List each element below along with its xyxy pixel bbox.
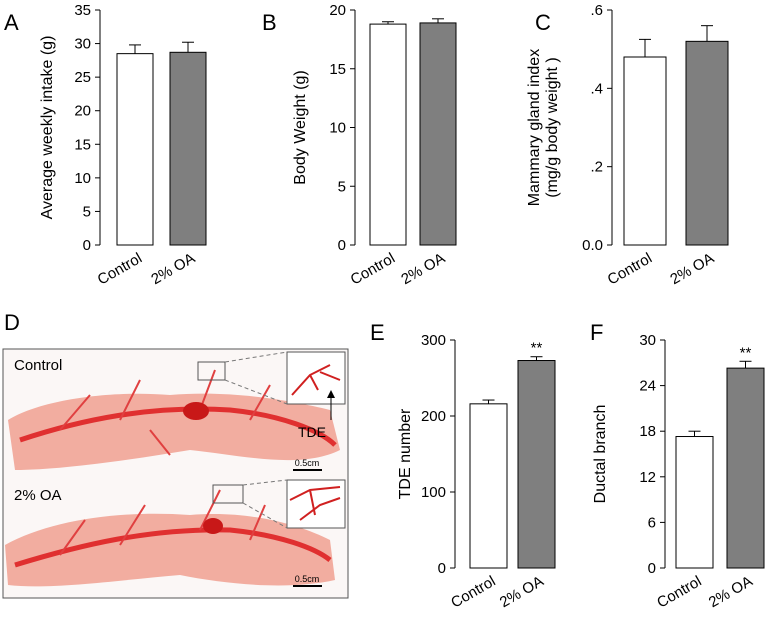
y-axis-label: (mg/g body weight )	[544, 57, 561, 198]
x-tick-label: Control	[605, 250, 655, 289]
gland-image	[5, 351, 346, 587]
y-tick-label: 200	[421, 408, 446, 425]
image-label: Control	[14, 357, 62, 374]
y-axis-label: Mammary gland index	[526, 49, 543, 206]
y-tick-label: 25	[74, 69, 91, 86]
y-tick-label: 12	[639, 469, 656, 486]
panel-letter: A	[4, 10, 19, 35]
y-tick-label: 300	[421, 332, 446, 349]
callout: TDE	[298, 424, 326, 440]
y-tick-label: .4	[590, 80, 603, 97]
y-axis-label: Ductal branch	[592, 405, 609, 504]
y-tick-label: 20	[329, 2, 346, 19]
bar	[726, 367, 765, 569]
x-tick-label: Control	[95, 250, 145, 289]
bar	[169, 51, 207, 246]
bar	[469, 403, 508, 569]
y-tick-label: 0.0	[582, 237, 603, 254]
scale-bar-label: 0.5cm	[295, 574, 320, 584]
y-tick-label: .6	[590, 2, 603, 19]
y-tick-label: 15	[329, 61, 346, 78]
y-tick-label: 100	[421, 484, 446, 501]
x-tick-label: 2% OA	[667, 250, 717, 288]
y-tick-label: 0	[648, 560, 656, 577]
y-tick-label: 6	[648, 514, 656, 531]
y-tick-label: 0	[338, 237, 346, 254]
y-tick-label: 24	[639, 378, 656, 395]
bar	[675, 436, 714, 569]
bar	[419, 22, 457, 246]
panel-letter: D	[4, 310, 20, 335]
x-tick-label: 2% OA	[706, 573, 756, 611]
y-tick-label: 5	[83, 203, 91, 220]
bar	[623, 56, 667, 246]
y-tick-label: 15	[74, 136, 91, 153]
y-axis-label: Body Weight (g)	[292, 70, 309, 184]
x-tick-label: Control	[348, 250, 398, 289]
x-tick-label: Control	[448, 573, 498, 612]
y-tick-label: 5	[338, 178, 346, 195]
significance-label: **	[531, 340, 543, 357]
y-tick-label: .2	[590, 159, 603, 176]
bar	[685, 40, 729, 246]
significance-label: **	[740, 344, 752, 361]
y-tick-label: 0	[83, 237, 91, 254]
x-tick-label: 2% OA	[497, 573, 547, 611]
y-tick-label: 10	[329, 120, 346, 137]
bar	[369, 23, 407, 246]
y-tick-label: 10	[74, 170, 91, 187]
y-axis-label: TDE number	[397, 408, 414, 499]
y-tick-label: 30	[639, 332, 656, 349]
scale-bar-label: 0.5cm	[295, 458, 320, 468]
y-tick-label: 35	[74, 2, 91, 19]
panel-letter: F	[590, 320, 603, 345]
image-label: 2% OA	[14, 487, 62, 504]
x-tick-label: 2% OA	[398, 250, 448, 288]
x-tick-label: Control	[654, 573, 704, 612]
y-tick-label: 18	[639, 423, 656, 440]
y-tick-label: 0	[438, 560, 446, 577]
y-tick-label: 20	[74, 103, 91, 120]
y-axis-label: Average weekly intake (g)	[39, 36, 56, 220]
panel-letter: B	[262, 10, 277, 35]
panel-letter: C	[535, 10, 551, 35]
bar	[517, 360, 556, 569]
panel-letter: E	[370, 320, 385, 345]
x-tick-label: 2% OA	[148, 250, 198, 288]
y-tick-label: 30	[74, 36, 91, 53]
bar	[116, 53, 154, 246]
